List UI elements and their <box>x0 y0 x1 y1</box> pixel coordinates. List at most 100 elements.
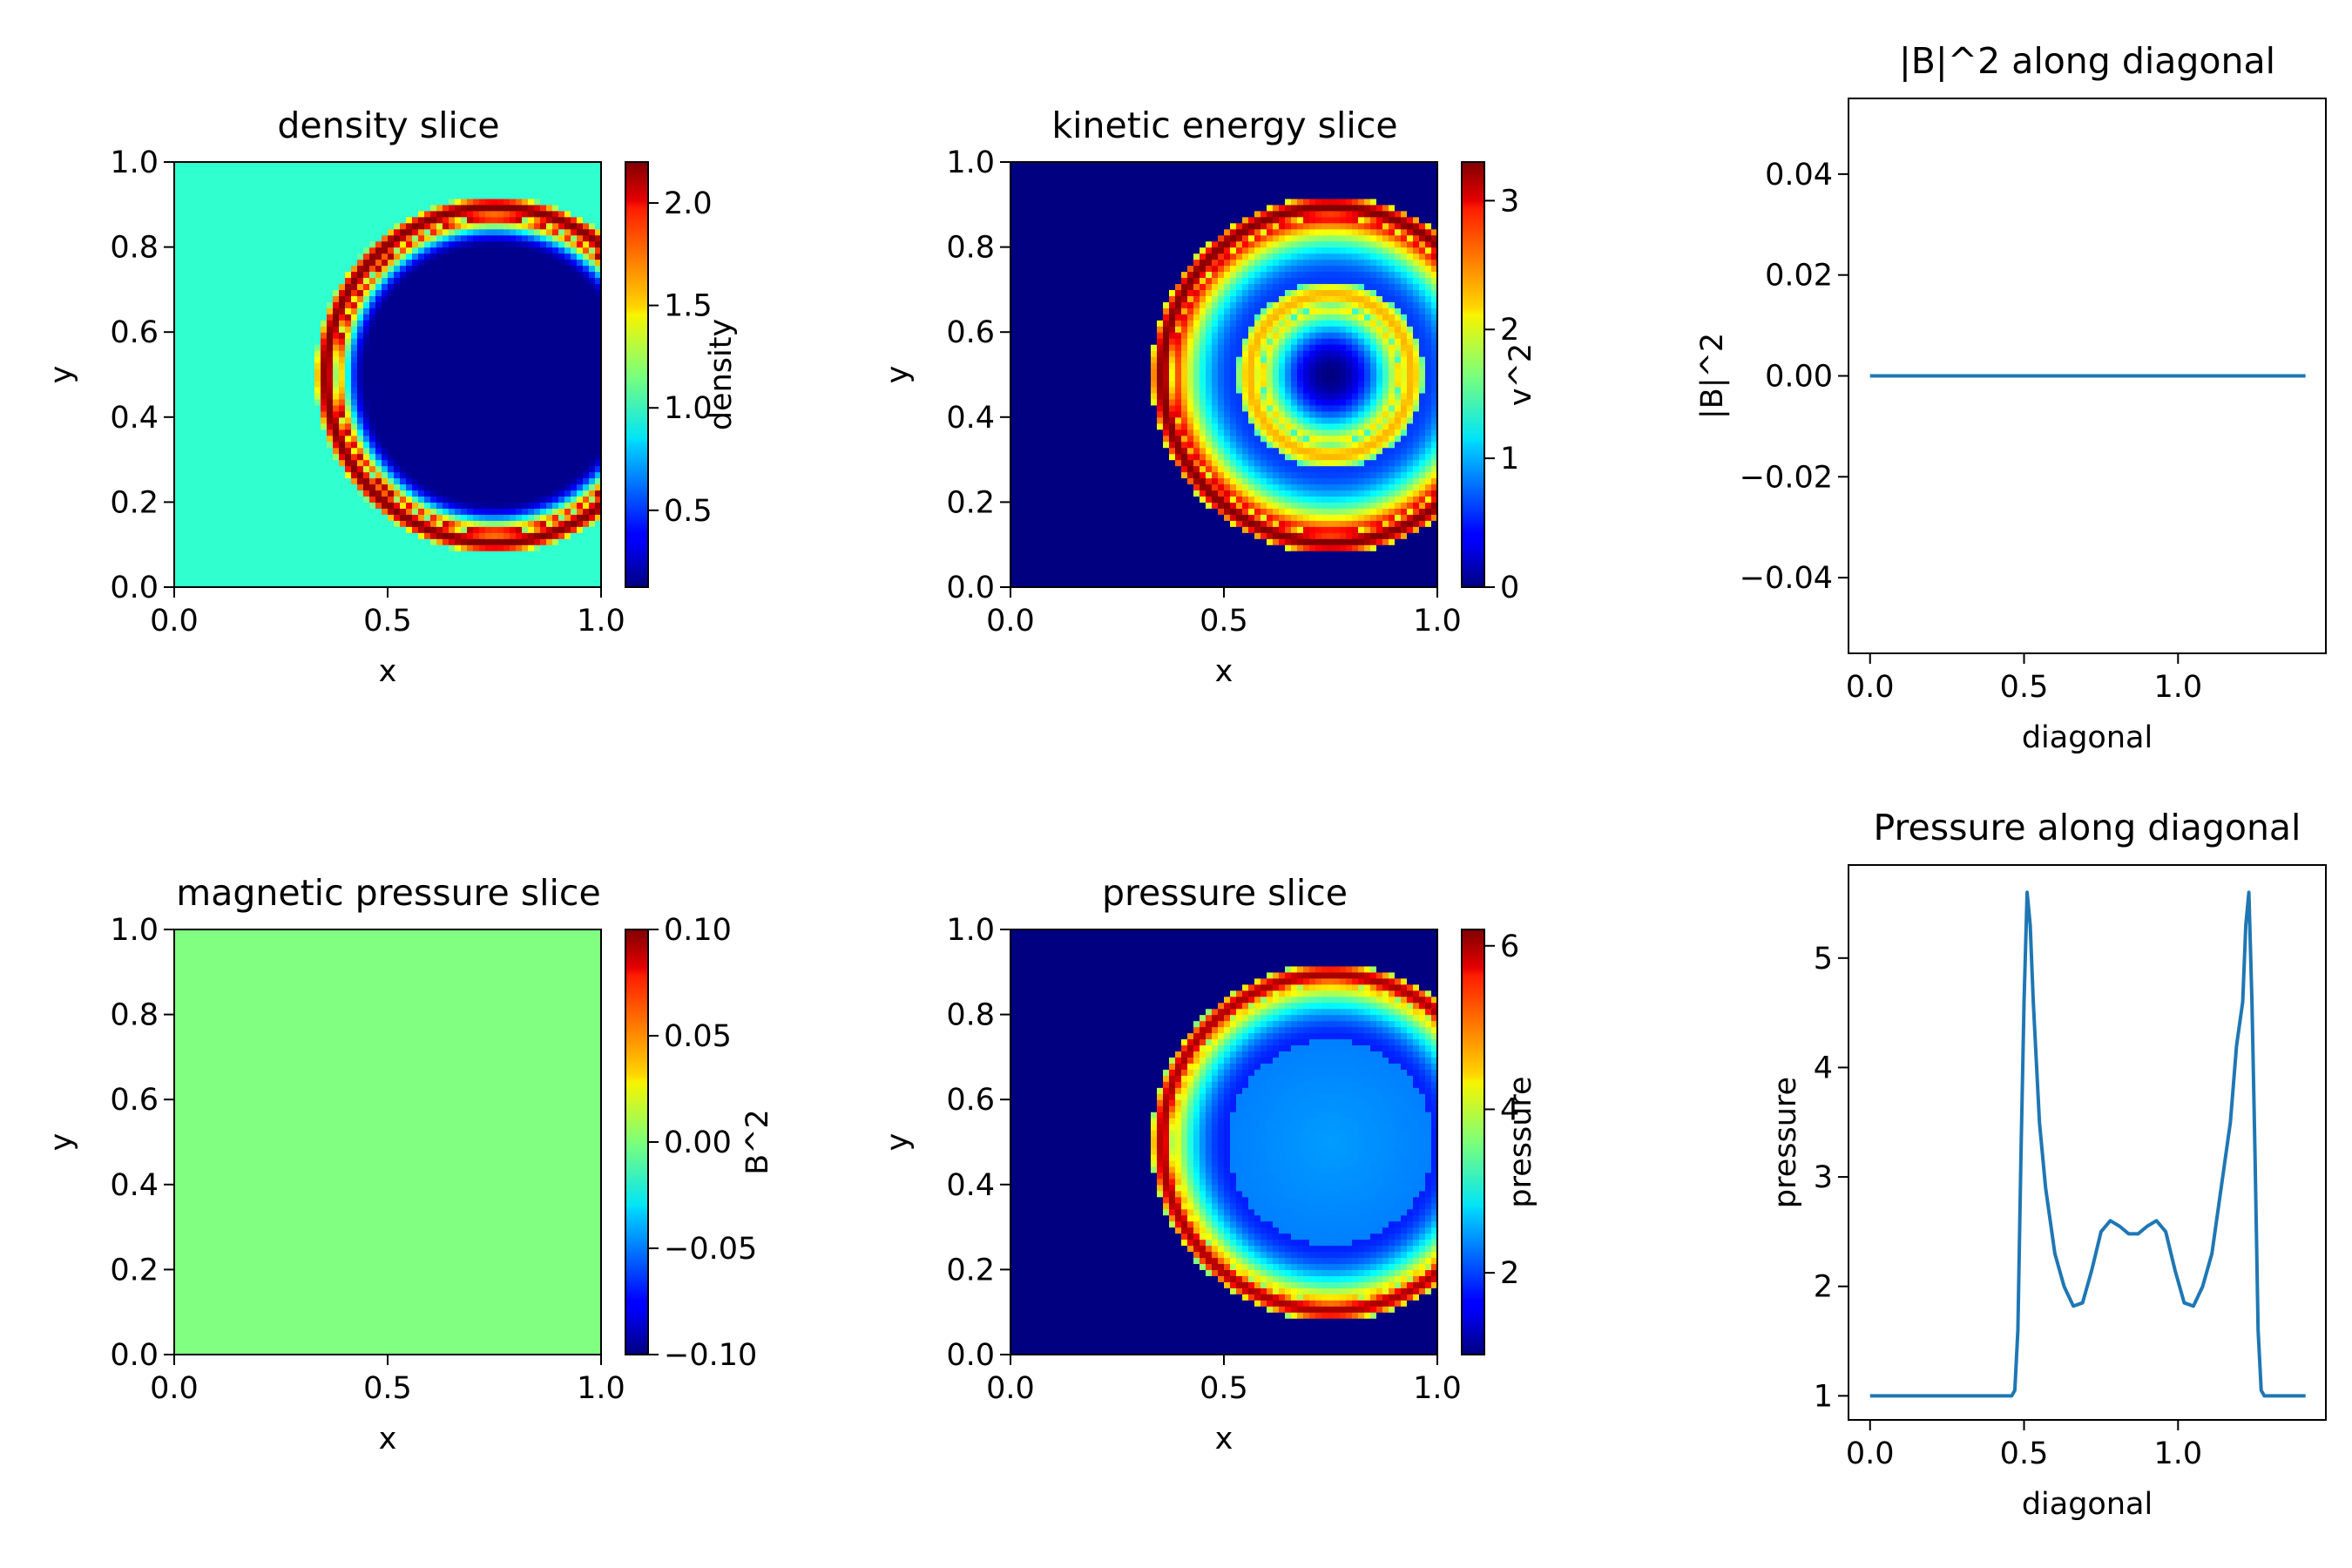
heatmap-cell <box>339 344 346 351</box>
heatmap-cell <box>516 520 523 527</box>
heatmap-cell <box>540 380 547 388</box>
heatmap-cell <box>199 271 206 279</box>
heatmap-cell <box>491 526 498 533</box>
heatmap-cell <box>296 350 303 357</box>
heatmap-cell <box>229 179 236 187</box>
heatmap-cell <box>540 483 547 491</box>
heatmap-cell <box>497 271 504 279</box>
heatmap-cell <box>174 162 181 169</box>
heatmap-cell <box>205 289 212 296</box>
heatmap-cell <box>345 471 352 479</box>
heatmap-cell <box>241 557 248 564</box>
heatmap-cell <box>351 429 358 436</box>
heatmap-cell <box>449 277 456 285</box>
heatmap-cell <box>394 222 401 230</box>
heatmap-cell <box>375 422 382 430</box>
heatmap-cell <box>412 192 419 199</box>
heatmap-cell <box>321 289 328 296</box>
heatmap-cell <box>193 295 199 302</box>
heatmap-cell <box>443 514 449 521</box>
heatmap-cell <box>528 240 535 248</box>
heatmap-cell <box>510 544 517 551</box>
heatmap-cell <box>266 228 273 236</box>
heatmap-cell <box>302 386 309 394</box>
heatmap-cell <box>186 277 193 285</box>
heatmap-cell <box>253 265 260 273</box>
heatmap-cell <box>223 198 230 206</box>
heatmap-cell <box>217 514 224 521</box>
heatmap-cell <box>363 453 370 461</box>
heatmap-cell <box>1010 551 1017 558</box>
heatmap-cell <box>577 441 584 449</box>
heatmap-cell <box>449 320 456 327</box>
heatmap-cell <box>583 228 590 236</box>
heatmap-cell <box>400 253 407 260</box>
heatmap-cell <box>534 259 541 267</box>
heatmap-cell <box>327 392 334 400</box>
heatmap-cell <box>272 557 279 564</box>
heatmap-cell <box>278 283 285 290</box>
heatmap-cell <box>436 447 443 455</box>
heatmap-cell <box>229 271 236 279</box>
heatmap-cell <box>510 398 517 406</box>
heatmap-cell <box>424 398 431 406</box>
heatmap-cell <box>327 204 334 212</box>
heatmap-cell <box>552 502 559 509</box>
heatmap-cell <box>443 368 449 375</box>
heatmap-cell <box>455 253 462 260</box>
heatmap-cell <box>546 483 553 491</box>
heatmap-cell <box>455 271 462 279</box>
heatmap-cell <box>406 192 413 199</box>
heatmap-cell <box>351 392 358 400</box>
heatmap-cell <box>369 532 376 539</box>
heatmap-cell <box>247 490 254 497</box>
heatmap-cell <box>266 289 273 296</box>
heatmap-cell <box>247 380 254 388</box>
y-tick-label: 0.4 <box>110 401 159 436</box>
heatmap-cell <box>193 465 199 473</box>
heatmap-cell <box>516 198 523 206</box>
heatmap-cell <box>461 404 468 412</box>
heatmap-cell <box>540 198 547 206</box>
heatmap-cell <box>400 386 407 394</box>
heatmap-cell <box>363 216 370 224</box>
heatmap-cell <box>467 375 474 382</box>
heatmap-cell <box>449 453 456 461</box>
heatmap-cell <box>552 216 559 224</box>
heatmap-cell <box>278 240 285 248</box>
heatmap-cell <box>467 210 474 218</box>
heatmap-cell <box>223 173 230 181</box>
heatmap-cell <box>558 386 565 394</box>
heatmap-cell <box>180 392 187 400</box>
heatmap-cell <box>247 247 254 254</box>
heatmap-cell <box>473 429 480 436</box>
heatmap-cell <box>211 581 218 588</box>
heatmap-cell <box>449 167 456 175</box>
heatmap-cell <box>241 477 248 485</box>
heatmap-cell <box>333 459 340 467</box>
heatmap-cell <box>229 368 236 375</box>
heatmap-cell <box>278 253 285 260</box>
heatmap-cell <box>449 514 456 521</box>
heatmap-cell <box>302 392 309 400</box>
heatmap-cell <box>528 502 535 509</box>
heatmap-cell <box>400 350 407 357</box>
heatmap-cell <box>455 326 462 333</box>
heatmap-cell <box>193 544 199 551</box>
heatmap-cell <box>522 471 529 479</box>
heatmap-cell <box>571 167 578 175</box>
heatmap-cell <box>290 502 297 509</box>
heatmap-cell <box>412 265 419 273</box>
heatmap-cell <box>546 514 553 521</box>
heatmap-cell <box>552 368 559 375</box>
heatmap-cell <box>235 544 242 551</box>
heatmap-cell <box>272 453 279 461</box>
heatmap-cell <box>504 557 510 564</box>
heatmap-cell <box>522 283 529 290</box>
heatmap-cell <box>339 259 346 267</box>
heatmap-cell <box>345 526 352 533</box>
heatmap-cell <box>278 344 285 351</box>
heatmap-cell <box>528 380 535 388</box>
heatmap-cell <box>461 471 468 479</box>
heatmap-cell <box>363 247 370 254</box>
